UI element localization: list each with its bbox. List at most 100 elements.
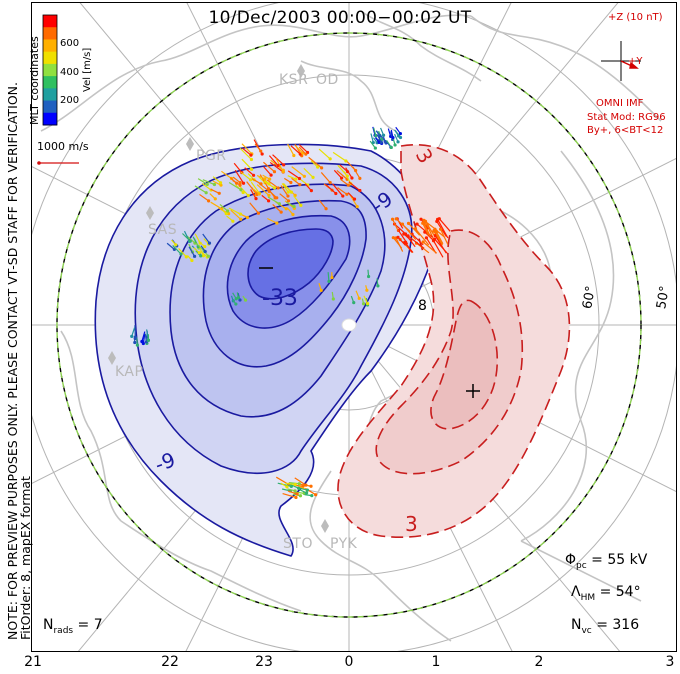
vector-origin xyxy=(267,193,271,197)
velocity-vector xyxy=(197,178,208,185)
vector-origin xyxy=(391,236,395,240)
vector-origin xyxy=(345,192,349,196)
vector-origin xyxy=(217,191,221,195)
velocity-vector xyxy=(230,209,242,220)
vector-origin xyxy=(248,178,253,182)
vector-origin xyxy=(289,190,294,194)
negative-cell xyxy=(94,143,434,557)
velocity-vector xyxy=(202,233,210,244)
imf-y-label: +Y xyxy=(628,56,643,67)
vector-origin xyxy=(316,165,320,169)
mlt-tick-0: 0 xyxy=(344,654,354,670)
vector-origin xyxy=(179,252,183,256)
velocity-vector xyxy=(290,145,301,155)
vector-origin xyxy=(238,298,242,302)
vector-origin xyxy=(268,177,272,181)
vector-origin xyxy=(431,239,436,243)
velocity-vector xyxy=(272,154,285,166)
map-panel xyxy=(31,2,677,652)
vector-origin xyxy=(328,157,332,161)
hm-boundary-latitude: ΛHM = 54° xyxy=(571,584,641,603)
velocity-vector xyxy=(294,491,305,494)
velocity-vector xyxy=(186,235,196,244)
vector-origin xyxy=(366,274,371,279)
velocity-vector xyxy=(352,166,361,179)
vector-origin xyxy=(373,146,377,150)
velocity-vector xyxy=(219,204,228,212)
pole-marker xyxy=(341,318,357,332)
lambda-value: = 54° xyxy=(595,584,641,600)
station-kap: KAP xyxy=(115,364,144,380)
vector-origin xyxy=(133,336,137,341)
vector-origin xyxy=(269,173,273,177)
vector-origin xyxy=(226,209,230,213)
vector-origin xyxy=(236,296,240,300)
station-ksr: KSR xyxy=(279,72,309,88)
velocity-vector xyxy=(228,182,242,191)
colorbar-segment xyxy=(43,63,57,77)
vector-origin xyxy=(190,258,194,263)
velocity-vector xyxy=(425,221,435,236)
vector-origin xyxy=(218,181,223,185)
contour-pos-2 xyxy=(375,229,524,475)
vector-origin xyxy=(286,194,290,198)
vector-origin xyxy=(239,188,243,192)
velocity-vector xyxy=(241,143,253,155)
vector-origin xyxy=(381,133,386,137)
vector-origin xyxy=(352,301,356,305)
vector-origin xyxy=(334,191,338,196)
vector-origin xyxy=(305,488,309,492)
vector-origin xyxy=(346,183,350,187)
vector-origin xyxy=(206,254,210,258)
vector-origin xyxy=(234,302,238,306)
vector-origin xyxy=(279,210,283,214)
colorbar-segment xyxy=(43,100,57,114)
vector-origin xyxy=(379,140,383,144)
colorbar-tick-200: 200 xyxy=(60,95,80,106)
vector-origin xyxy=(438,227,443,231)
nvc-sub: vc xyxy=(581,625,592,636)
velocity-vector xyxy=(325,184,337,194)
velocity-vector xyxy=(434,238,448,254)
vector-origin xyxy=(383,139,387,144)
velocity-vector xyxy=(303,167,314,178)
vector-origin xyxy=(350,176,354,180)
contour-pos-3 xyxy=(430,299,499,430)
nvc-value: = 316 xyxy=(591,617,640,633)
velocity-vector xyxy=(221,170,232,179)
vector-origin xyxy=(212,182,217,187)
vector-origin xyxy=(276,163,280,168)
radar-count: Nrads = 7 xyxy=(43,617,103,636)
velocity-vector xyxy=(422,241,438,254)
velocity-colorbar xyxy=(42,14,58,126)
vector-origin xyxy=(285,485,289,489)
imf-condition: By+, 6<BT<12 xyxy=(587,125,664,136)
velocity-vector xyxy=(199,193,209,202)
velocity-vector xyxy=(279,193,289,202)
vector-origin xyxy=(203,244,207,249)
vector-origin xyxy=(362,302,366,306)
velocity-vector xyxy=(408,222,421,236)
potential-max-marker xyxy=(466,384,480,398)
velocity-vector xyxy=(345,167,353,179)
vector-origin xyxy=(311,175,315,179)
vector-origin xyxy=(298,152,302,156)
velocity-vector xyxy=(320,172,331,184)
velocity-vector xyxy=(280,185,289,197)
vector-origin xyxy=(292,204,296,209)
contour-label-neg33: -33 xyxy=(262,286,298,311)
vector-origin xyxy=(341,194,345,198)
velocity-vectors xyxy=(130,126,451,500)
vector-origin xyxy=(293,482,297,487)
vector-origin xyxy=(207,241,212,245)
vector-origin xyxy=(344,159,348,163)
velocity-vector xyxy=(195,242,205,252)
vector-origin xyxy=(355,205,359,209)
mlt-tick-1: 1 xyxy=(431,654,441,670)
velocity-vector xyxy=(404,242,414,253)
velocity-vector xyxy=(251,178,262,185)
vector-origin xyxy=(310,494,314,498)
vector-origin xyxy=(220,207,224,211)
vector-origin xyxy=(327,279,331,284)
preview-note: NOTE: FOR PREVIEW PURPOSES ONLY. PLEASE … xyxy=(5,82,33,640)
